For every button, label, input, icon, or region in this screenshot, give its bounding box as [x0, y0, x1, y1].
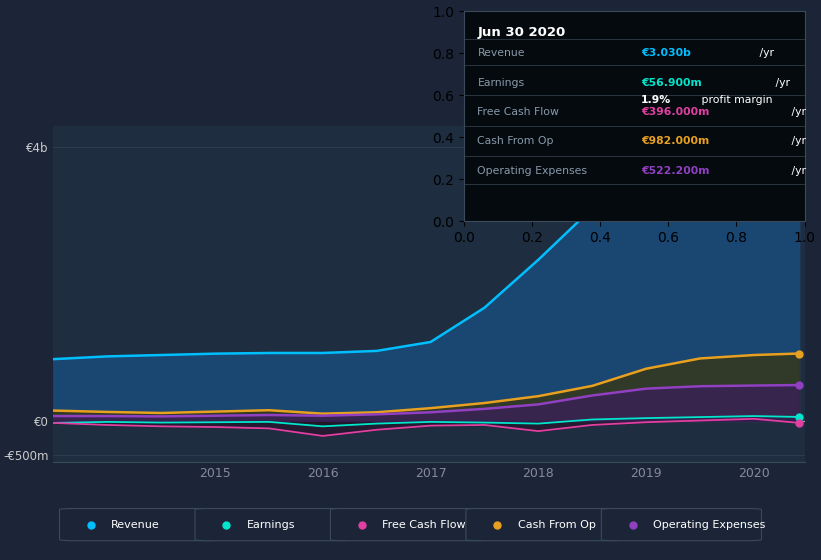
Text: Revenue: Revenue: [478, 48, 525, 58]
Text: Revenue: Revenue: [112, 520, 160, 530]
FancyBboxPatch shape: [330, 508, 491, 541]
Text: /yr: /yr: [788, 137, 806, 146]
Text: Jun 30 2020: Jun 30 2020: [478, 26, 566, 39]
Text: Earnings: Earnings: [246, 520, 296, 530]
Text: profit margin: profit margin: [699, 95, 773, 105]
Text: Free Cash Flow: Free Cash Flow: [383, 520, 466, 530]
FancyBboxPatch shape: [59, 508, 220, 541]
Text: 1.9%: 1.9%: [641, 95, 672, 105]
Text: €396.000m: €396.000m: [641, 107, 709, 117]
Text: €56.900m: €56.900m: [641, 78, 702, 87]
FancyBboxPatch shape: [195, 508, 355, 541]
Text: €3.030b: €3.030b: [641, 48, 691, 58]
Text: /yr: /yr: [755, 48, 773, 58]
Text: Free Cash Flow: Free Cash Flow: [478, 107, 559, 117]
FancyBboxPatch shape: [601, 508, 762, 541]
Text: /yr: /yr: [788, 166, 806, 176]
Text: Earnings: Earnings: [478, 78, 525, 87]
Text: Operating Expenses: Operating Expenses: [478, 166, 588, 176]
Text: €522.200m: €522.200m: [641, 166, 709, 176]
Text: Cash From Op: Cash From Op: [517, 520, 595, 530]
Text: Operating Expenses: Operating Expenses: [654, 520, 765, 530]
Text: €982.000m: €982.000m: [641, 137, 709, 146]
FancyBboxPatch shape: [466, 508, 626, 541]
Text: Cash From Op: Cash From Op: [478, 137, 554, 146]
Text: /yr: /yr: [788, 107, 806, 117]
Text: /yr: /yr: [772, 78, 790, 87]
